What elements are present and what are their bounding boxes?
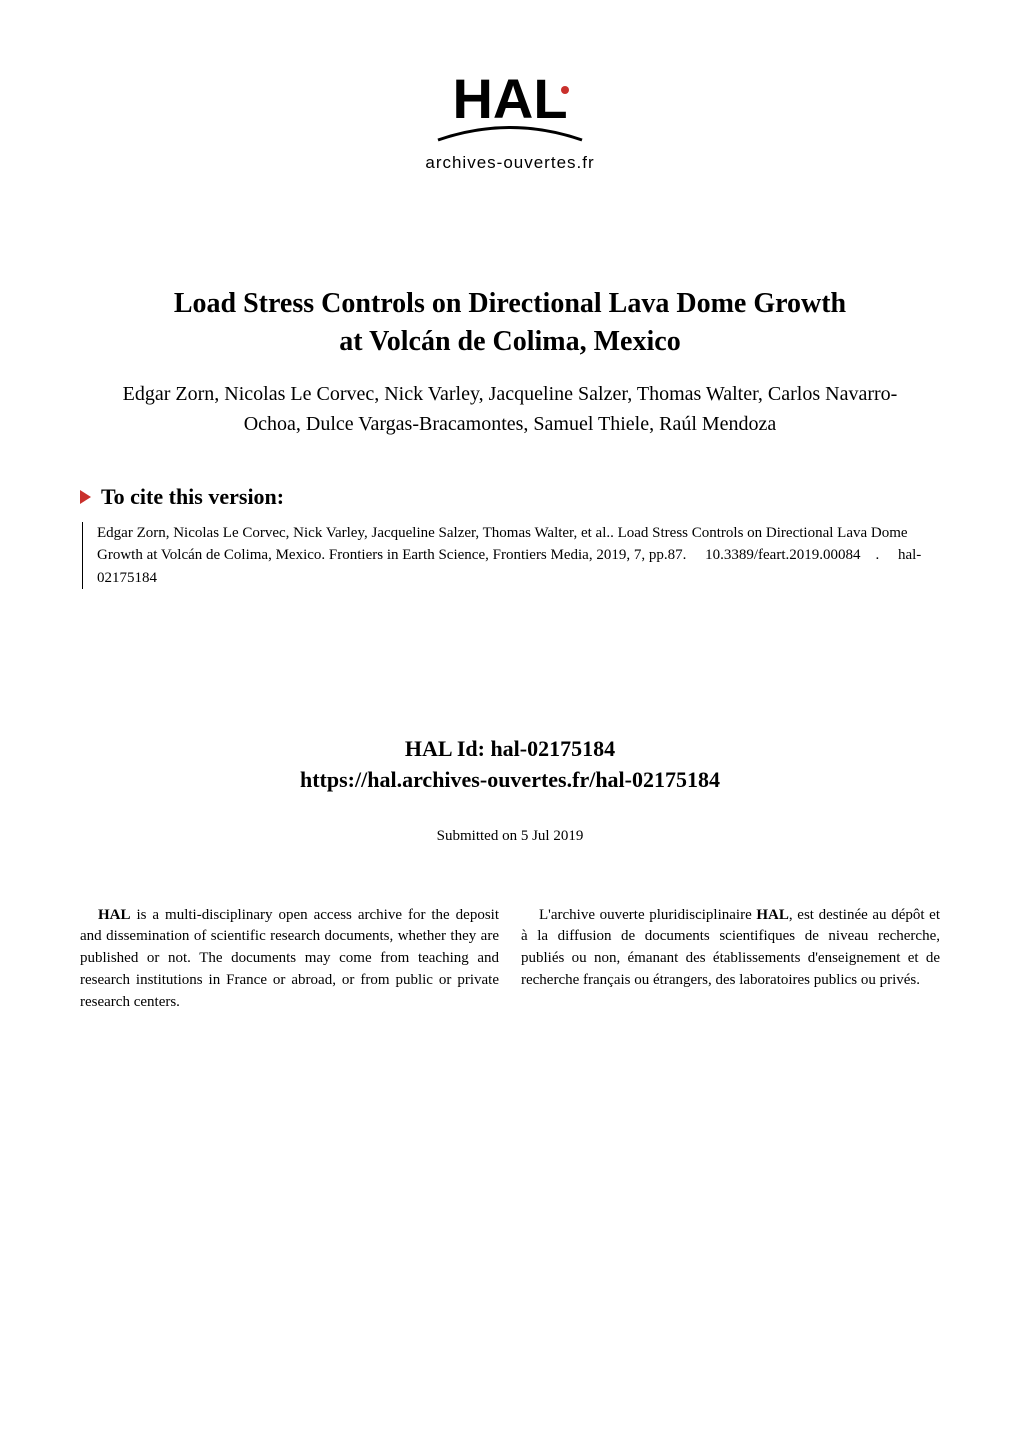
description-right-column: L'archive ouverte pluridisciplinaire HAL… <box>521 905 940 1014</box>
hal-logo: HAL archives-ouvertes.fr <box>410 60 610 200</box>
description-left-text: is a multi-disciplinary open access arch… <box>80 907 499 1010</box>
title-section: Load Stress Controls on Directional Lava… <box>80 285 940 361</box>
hal-bold-left: HAL <box>98 907 131 923</box>
submitted-date: Submitted on 5 Jul 2019 <box>80 828 940 845</box>
paper-title: Load Stress Controls on Directional Lava… <box>80 285 940 361</box>
description-left-column: HAL is a multi-disciplinary open access … <box>80 905 499 1014</box>
hal-logo-graphic: HAL archives-ouvertes.fr <box>410 60 610 200</box>
svg-text:HAL: HAL <box>452 67 567 130</box>
citation-text: Edgar Zorn, Nicolas Le Corvec, Nick Varl… <box>82 522 940 590</box>
description-right-prefix: L'archive ouverte pluridisciplinaire <box>539 907 756 923</box>
triangle-icon <box>80 490 91 504</box>
title-line-2: at Volcán de Colima, Mexico <box>339 326 680 357</box>
cite-heading: To cite this version: <box>101 484 284 510</box>
cite-section: To cite this version: Edgar Zorn, Nicola… <box>80 484 940 590</box>
description-columns: HAL is a multi-disciplinary open access … <box>80 905 940 1014</box>
svg-text:archives-ouvertes.fr: archives-ouvertes.fr <box>425 153 594 172</box>
title-line-1: Load Stress Controls on Directional Lava… <box>174 288 846 319</box>
cite-header: To cite this version: <box>80 484 940 510</box>
hal-bold-right: HAL <box>756 907 789 923</box>
hal-logo-section: HAL archives-ouvertes.fr <box>80 60 940 205</box>
authors-list: Edgar Zorn, Nicolas Le Corvec, Nick Varl… <box>80 379 940 439</box>
hal-id-label: HAL Id: hal-02175184 <box>80 734 940 765</box>
hal-id-url: https://hal.archives-ouvertes.fr/hal-021… <box>80 765 940 796</box>
hal-id-section: HAL Id: hal-02175184 https://hal.archive… <box>80 734 940 796</box>
